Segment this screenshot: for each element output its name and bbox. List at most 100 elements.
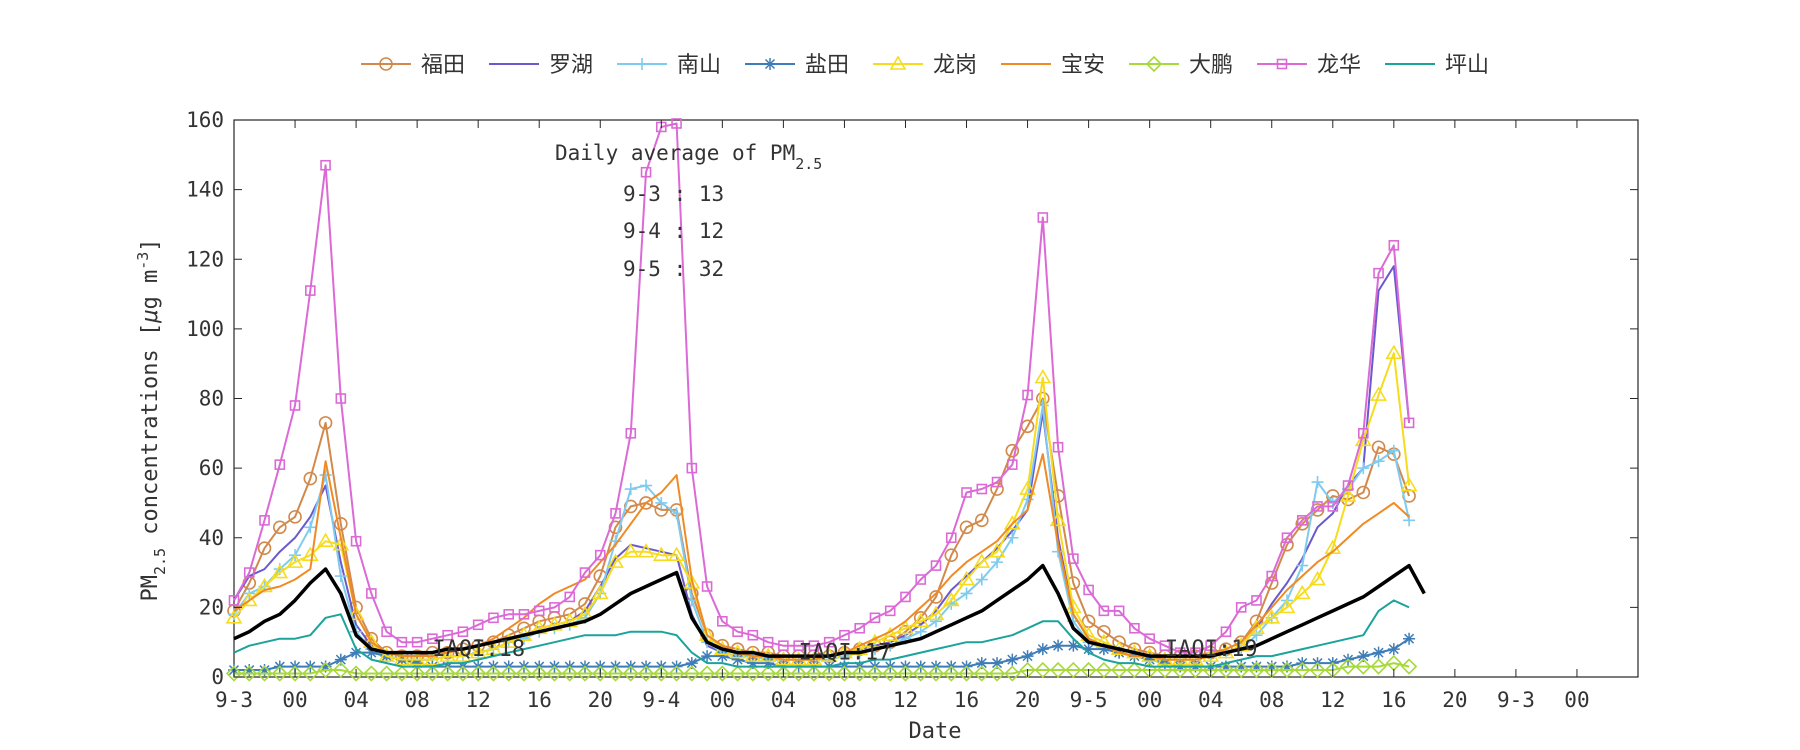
data-point — [318, 416, 333, 430]
data-point — [884, 605, 896, 617]
data-point — [332, 536, 350, 551]
y-tick-label: 120 — [186, 247, 224, 271]
data-point — [396, 636, 408, 648]
data-point — [1339, 658, 1357, 675]
x-tick-label: 16 — [527, 688, 552, 712]
ylabel-main: PM — [138, 575, 163, 602]
data-point — [640, 479, 653, 492]
data-point — [1052, 639, 1065, 652]
data-point — [1248, 661, 1265, 679]
data-point — [698, 665, 716, 682]
data-point — [304, 521, 317, 534]
data-point — [624, 483, 637, 496]
data-point — [836, 665, 853, 682]
data-point — [988, 543, 1006, 558]
data-point — [1387, 643, 1400, 656]
x-tick-label: 20 — [1015, 688, 1040, 712]
data-point — [869, 612, 881, 624]
data-point — [1278, 661, 1296, 679]
ylabel-rest: concentrations [ — [138, 323, 163, 548]
data-point — [531, 665, 548, 682]
data-point — [1065, 661, 1082, 679]
x-tick-label: 9-5 — [1070, 688, 1108, 712]
data-point — [1251, 595, 1262, 606]
series-line — [233, 599, 1410, 668]
data-point — [1248, 619, 1265, 635]
data-point — [1278, 598, 1296, 614]
data-point — [1295, 517, 1310, 531]
data-point — [272, 520, 287, 535]
data-point — [1356, 485, 1371, 500]
data-point — [1311, 476, 1324, 489]
series-坪山 — [233, 599, 1410, 668]
data-point — [1005, 443, 1020, 458]
data-point — [637, 543, 655, 558]
annotation-line-9-5: 9-5 : 32 — [623, 257, 724, 281]
legend-item-大鹏: 大鹏 — [1129, 53, 1233, 78]
data-point — [1006, 653, 1019, 666]
data-point — [1217, 661, 1235, 679]
legend-item-盐田: 盐田 — [745, 53, 849, 78]
data-point — [347, 605, 365, 621]
data-point — [960, 587, 973, 600]
data-point — [731, 653, 744, 666]
data-point — [439, 665, 456, 682]
data-point — [991, 657, 1004, 670]
data-point — [1067, 639, 1080, 652]
data-point — [1082, 643, 1095, 656]
data-point — [1385, 344, 1403, 360]
data-point — [347, 665, 365, 682]
series-layer — [225, 118, 1426, 682]
data-point — [1205, 640, 1216, 651]
x-tick-label: 08 — [1259, 688, 1284, 712]
data-point — [1159, 640, 1171, 651]
data-point — [515, 665, 533, 682]
data-point — [943, 665, 960, 682]
data-point — [622, 665, 639, 682]
x-tick-label: 04 — [771, 688, 796, 712]
y-tick-label: 20 — [199, 595, 224, 619]
data-point — [762, 636, 774, 648]
data-point — [256, 665, 273, 682]
data-point — [301, 546, 319, 561]
x-axis-label: Date — [909, 719, 962, 744]
data-point — [854, 622, 865, 634]
x-tick-label: 16 — [954, 688, 979, 712]
data-point — [744, 665, 762, 682]
plot-area — [233, 119, 1639, 678]
data-point — [546, 665, 563, 682]
legend-item-罗湖: 罗湖 — [489, 53, 593, 78]
annotation-title-main: Daily average of PM — [555, 141, 795, 165]
iaqi-label: IAQI:18 — [432, 637, 525, 662]
data-point — [685, 657, 698, 670]
data-point — [1034, 369, 1052, 384]
data-point — [1358, 428, 1369, 439]
data-point — [365, 646, 378, 659]
data-point — [1095, 661, 1113, 679]
legend-label: 盐田 — [805, 53, 849, 78]
data-point — [746, 657, 759, 670]
data-point — [1266, 570, 1278, 582]
annotation-title-sub: 2.5 — [795, 155, 822, 173]
data-point — [974, 513, 989, 528]
x-tick-label: 08 — [832, 688, 857, 712]
data-point — [379, 57, 393, 71]
x-tick-label: 9-3 — [1497, 688, 1535, 712]
data-point — [1235, 602, 1247, 613]
series-mean — [233, 563, 1426, 658]
data-point — [1372, 455, 1385, 468]
annotation-title: Daily average of PM2.5 — [555, 141, 822, 173]
data-point — [1004, 665, 1021, 682]
legend-item-宝安: 宝安 — [1001, 53, 1105, 78]
data-point — [1276, 58, 1288, 70]
data-point — [350, 646, 363, 659]
data-point — [1371, 440, 1386, 455]
data-point — [729, 665, 746, 682]
data-point — [1400, 658, 1418, 675]
data-point — [470, 665, 487, 682]
data-point — [363, 665, 380, 682]
data-point — [912, 612, 930, 628]
data-point — [764, 58, 776, 70]
data-point — [717, 615, 728, 627]
